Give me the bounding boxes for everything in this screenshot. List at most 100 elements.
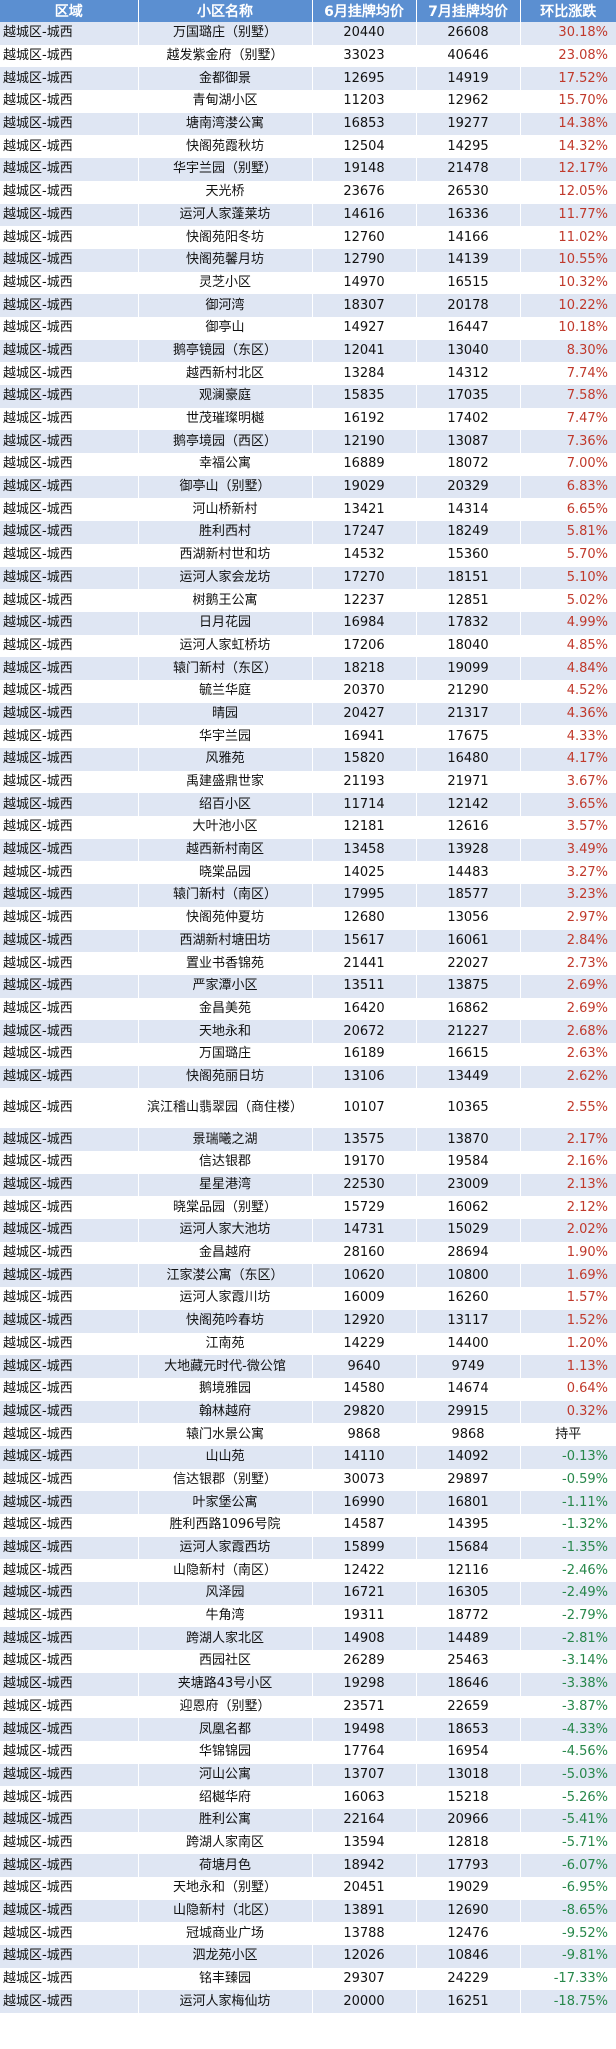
cell-mom-change: 持平 — [520, 1423, 616, 1446]
table-row: 越城区-城西 辕门水景公寓 9868 9868 持平 — [0, 1423, 616, 1446]
cell-june-price: 17206 — [312, 634, 417, 658]
cell-community-name: 绍樾华府 — [138, 1786, 313, 1809]
cell-mom-change: 4.99% — [520, 611, 616, 635]
cell-june-price: 15617 — [312, 929, 417, 953]
table-row: 越城区-城西 凤凰名都 19498 18653 -4.33% — [0, 1718, 616, 1741]
cell-mom-change: 8.30% — [520, 339, 616, 363]
cell-july-price: 17402 — [416, 407, 521, 431]
cell-july-price: 18772 — [416, 1604, 521, 1628]
cell-district: 越城区-城西 — [0, 1241, 139, 1265]
table-row: 越城区-城西 西园社区 26289 25463 -3.14% — [0, 1650, 616, 1673]
cell-community-name: 泗龙苑小区 — [138, 1945, 313, 1968]
table-row: 越城区-城西 大地藏元时代-微公馆 9640 9749 1.13% — [0, 1355, 616, 1378]
cell-district: 越城区-城西 — [0, 1309, 139, 1333]
table-row: 越城区-城西 日月花园 16984 17832 4.99% — [0, 611, 616, 635]
cell-mom-change: 1.90% — [520, 1241, 616, 1265]
cell-mom-change: 2.55% — [520, 1088, 616, 1129]
cell-july-price: 16260 — [416, 1287, 521, 1310]
cell-mom-change: 15.70% — [520, 90, 616, 113]
cell-june-price: 16889 — [312, 453, 417, 476]
table-row: 越城区-城西 御亭山（别墅） 19029 20329 6.83% — [0, 475, 616, 499]
cell-district: 越城区-城西 — [0, 1219, 139, 1242]
cell-mom-change: 12.17% — [520, 158, 616, 181]
cell-july-price: 12116 — [416, 1559, 521, 1583]
cell-community-name: 山隐新村（南区） — [138, 1559, 313, 1583]
cell-community-name: 大地藏元时代-微公馆 — [138, 1355, 313, 1378]
cell-mom-change: 2.17% — [520, 1128, 616, 1151]
table-row: 越城区-城西 山隐新村（南区） 12422 12116 -2.46% — [0, 1559, 616, 1583]
cell-district: 越城区-城西 — [0, 1718, 139, 1741]
cell-mom-change: 2.69% — [520, 974, 616, 998]
cell-june-price: 12181 — [312, 816, 417, 839]
cell-july-price: 21971 — [416, 770, 521, 794]
cell-community-name: 禹建盛鼎世家 — [138, 770, 313, 794]
table-row: 越城区-城西 严家潭小区 13511 13875 2.69% — [0, 974, 616, 998]
cell-district: 越城区-城西 — [0, 1173, 139, 1197]
table-row: 越城区-城西 胜利公寓 22164 20966 -5.41% — [0, 1808, 616, 1832]
table-row: 越城区-城西 树鹅王公寓 12237 12851 5.02% — [0, 589, 616, 612]
cell-district: 越城区-城西 — [0, 1650, 139, 1673]
cell-community-name: 西湖新村世和坊 — [138, 543, 313, 567]
cell-mom-change: 7.47% — [520, 407, 616, 431]
cell-community-name: 景瑞曦之湖 — [138, 1128, 313, 1151]
table-row: 越城区-城西 禹建盛鼎世家 21193 21971 3.67% — [0, 770, 616, 794]
cell-june-price: 19311 — [312, 1604, 417, 1628]
cell-community-name: 胜利公寓 — [138, 1808, 313, 1832]
cell-june-price: 19029 — [312, 475, 417, 499]
table-row: 越城区-城西 西湖新村塘田坊 15617 16061 2.84% — [0, 929, 616, 953]
cell-june-price: 20672 — [312, 1020, 417, 1043]
cell-mom-change: 30.18% — [520, 22, 616, 45]
table-row: 越城区-城西 泗龙苑小区 12026 10846 -9.81% — [0, 1945, 616, 1968]
cell-mom-change: -4.33% — [520, 1718, 616, 1741]
cell-district: 越城区-城西 — [0, 1854, 139, 1877]
cell-mom-change: 4.33% — [520, 725, 616, 748]
table-row: 越城区-城西 天光桥 23676 26530 12.05% — [0, 180, 616, 204]
table-row: 越城区-城西 快阁苑霞秋坊 12504 14295 14.32% — [0, 135, 616, 159]
header-mom-change: 环比涨跌 — [520, 0, 616, 22]
cell-mom-change: 3.27% — [520, 861, 616, 885]
cell-july-price: 16480 — [416, 748, 521, 771]
table-row: 越城区-城西 荷塘月色 18942 17793 -6.07% — [0, 1854, 616, 1877]
cell-july-price: 15029 — [416, 1219, 521, 1242]
cell-june-price: 14927 — [312, 316, 417, 340]
table-row: 越城区-城西 快阁苑阳冬坊 12760 14166 11.02% — [0, 226, 616, 249]
cell-district: 越城区-城西 — [0, 1786, 139, 1809]
table-row: 越城区-城西 信达银郡（别墅） 30073 29897 -0.59% — [0, 1468, 616, 1492]
cell-july-price: 16515 — [416, 271, 521, 295]
cell-district: 越城区-城西 — [0, 158, 139, 181]
table-row: 越城区-城西 越西新村北区 13284 14312 7.74% — [0, 362, 616, 385]
cell-district: 越城区-城西 — [0, 1763, 139, 1787]
cell-community-name: 山隐新村（北区） — [138, 1899, 313, 1923]
cell-community-name: 凤凰名都 — [138, 1718, 313, 1741]
cell-community-name: 天光桥 — [138, 180, 313, 204]
cell-june-price: 19498 — [312, 1718, 417, 1741]
cell-june-price: 20440 — [312, 22, 417, 45]
cell-mom-change: -1.32% — [520, 1514, 616, 1537]
cell-district: 越城区-城西 — [0, 906, 139, 930]
cell-july-price: 15684 — [416, 1536, 521, 1560]
cell-district: 越城区-城西 — [0, 339, 139, 363]
cell-july-price: 16801 — [416, 1491, 521, 1514]
cell-mom-change: 3.49% — [520, 838, 616, 862]
cell-july-price: 21290 — [416, 679, 521, 703]
cell-district: 越城区-城西 — [0, 1287, 139, 1310]
cell-mom-change: -5.03% — [520, 1763, 616, 1787]
cell-june-price: 14616 — [312, 203, 417, 227]
cell-community-name: 运河人家蓬莱坊 — [138, 203, 313, 227]
table-row: 越城区-城西 天地永和 20672 21227 2.68% — [0, 1020, 616, 1043]
cell-july-price: 29897 — [416, 1468, 521, 1492]
table-header-row: 区域 小区名称 6月挂牌均价 7月挂牌均价 环比涨跌 — [0, 0, 616, 22]
cell-mom-change: 1.69% — [520, 1264, 616, 1288]
table-row: 越城区-城西 风雅苑 15820 16480 4.17% — [0, 748, 616, 771]
cell-june-price: 14110 — [312, 1445, 417, 1469]
cell-july-price: 18249 — [416, 521, 521, 544]
table-row: 越城区-城西 毓兰华庭 20370 21290 4.52% — [0, 679, 616, 703]
cell-june-price: 19170 — [312, 1151, 417, 1174]
cell-community-name: 鹅亭境园（西区） — [138, 430, 313, 454]
cell-july-price: 19099 — [416, 657, 521, 680]
cell-mom-change: 3.23% — [520, 884, 616, 907]
cell-june-price: 13575 — [312, 1128, 417, 1151]
cell-june-price: 29820 — [312, 1400, 417, 1424]
cell-district: 越城区-城西 — [0, 1536, 139, 1560]
cell-june-price: 9868 — [312, 1423, 417, 1446]
